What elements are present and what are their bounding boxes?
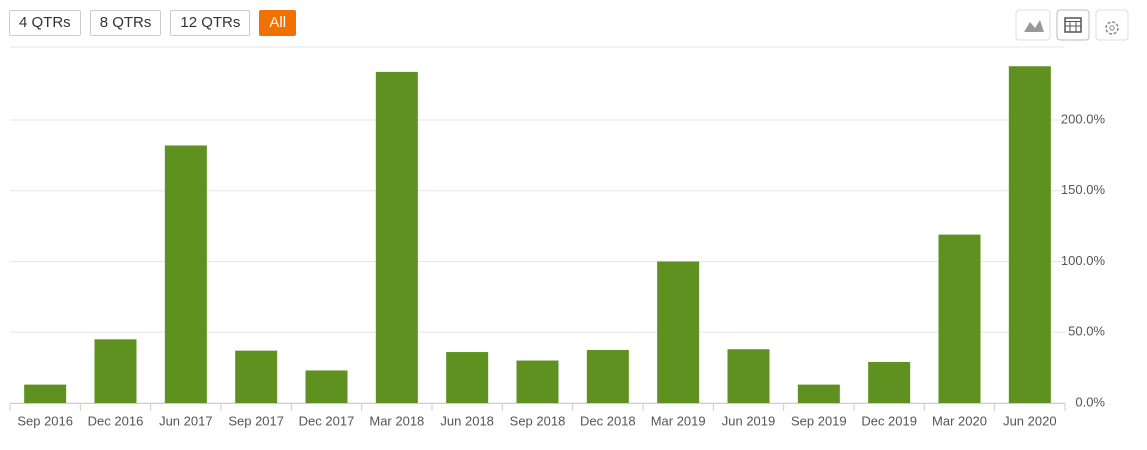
gear-icon (1105, 21, 1119, 35)
x-tick-label: Sep 2017 (228, 413, 284, 428)
bar (235, 350, 278, 403)
area-icon (1024, 20, 1044, 32)
bar (164, 145, 207, 403)
x-tick-label: Dec 2017 (299, 413, 355, 428)
range-button[interactable]: All (259, 10, 297, 36)
area-chart-button[interactable] (1015, 9, 1051, 41)
table-button[interactable] (1056, 9, 1090, 41)
x-tick-label: Jun 2017 (159, 413, 213, 428)
x-tick-label: Mar 2020 (932, 413, 987, 428)
bar (586, 349, 629, 403)
x-tick-label: Dec 2018 (580, 413, 636, 428)
x-tick-label: Sep 2019 (791, 413, 847, 428)
x-tick-label: Sep 2016 (17, 413, 73, 428)
bar (375, 71, 418, 403)
bar (727, 349, 770, 403)
bar (305, 370, 348, 403)
bar (868, 361, 911, 403)
range-button[interactable]: 12 QTRs (170, 10, 251, 36)
x-tick-label: Jun 2018 (440, 413, 494, 428)
x-tick-label: Jun 2019 (722, 413, 776, 428)
x-tick-label: Dec 2016 (88, 413, 144, 428)
y-tick-label: 100.0% (1061, 253, 1106, 268)
toolbar (1015, 9, 1129, 41)
range-button[interactable]: 4 QTRs (9, 10, 81, 36)
y-tick-label: 200.0% (1061, 111, 1106, 126)
y-tick-label: 150.0% (1061, 182, 1106, 197)
table-icon-lines (1065, 21, 1081, 32)
gear-icon-center (1109, 25, 1115, 31)
x-tick-label: Mar 2019 (651, 413, 706, 428)
bar (94, 339, 137, 403)
bar (1008, 66, 1051, 403)
table-icon (1064, 17, 1082, 33)
bar (446, 352, 489, 403)
bar (797, 384, 840, 403)
range-button[interactable]: 8 QTRs (89, 10, 162, 36)
settings-button[interactable] (1095, 9, 1129, 41)
bar (24, 384, 67, 403)
bar (938, 234, 981, 403)
range-buttons: 4 QTRs 8 QTRs 12 QTRs All (9, 10, 297, 36)
bar (516, 360, 559, 403)
x-tick-label: Jun 2020 (1003, 413, 1057, 428)
x-tick-label: Mar 2018 (369, 413, 424, 428)
y-tick-label: 0.0% (1075, 394, 1105, 409)
x-tick-label: Dec 2019 (861, 413, 917, 428)
bar (657, 261, 700, 403)
y-tick-label: 50.0% (1068, 324, 1105, 339)
x-tick-label: Sep 2018 (510, 413, 566, 428)
